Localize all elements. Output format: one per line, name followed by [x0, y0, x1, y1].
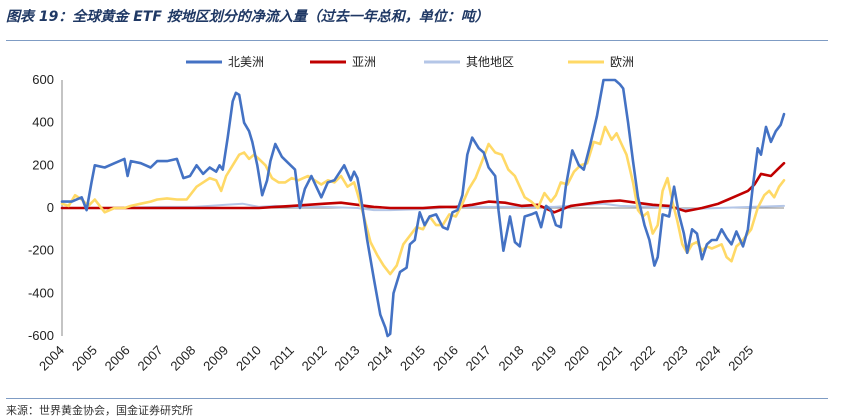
y-tick-labels: -600 -400 -200 0 200 400 600	[28, 72, 54, 343]
legend: 北美洲 亚洲 其他地区 欧洲	[186, 55, 634, 69]
x-tick-label: 2009	[200, 343, 231, 374]
source-note: 来源：世界黄金协会，国金证券研究所	[6, 404, 193, 417]
x-tick-label: 2023	[660, 343, 691, 374]
x-tick-label: 2019	[528, 343, 559, 374]
legend-label: 其他地区	[466, 55, 514, 69]
chart-title: 图表 19：全球黄金 ETF 按地区划分的净流入量（过去一年总和，单位：吨）	[6, 9, 489, 25]
legend-label: 亚洲	[352, 55, 376, 69]
series-line-0	[60, 78, 786, 338]
y-tick-label: 400	[32, 115, 54, 130]
x-tick-label: 2008	[167, 343, 198, 374]
y-tick-label: 600	[32, 72, 54, 87]
x-tick-label: 2006	[102, 343, 133, 374]
y-tick-label: -200	[28, 243, 54, 258]
x-tick-label: 2014	[364, 343, 395, 374]
y-tick-label: 200	[32, 157, 54, 172]
x-tick-label: 2010	[233, 343, 264, 374]
x-tick-label: 2016	[430, 343, 461, 374]
x-tick-label: 2013	[331, 343, 362, 374]
y-tick-label: -600	[28, 328, 54, 343]
x-tick-label: 2012	[299, 343, 330, 374]
x-tick-label: 2024	[692, 343, 723, 374]
x-tick-label: 2020	[561, 343, 592, 374]
x-tick-labels: 2004 2005 2006 2007 2008 2009 2010 2011 2012 2013…	[36, 343, 756, 374]
x-tick-label: 2007	[135, 343, 166, 374]
x-tick-label: 2005	[69, 343, 100, 374]
y-tick-label: 0	[47, 200, 54, 215]
x-tick-label: 2022	[627, 343, 658, 374]
series-line-1	[60, 161, 786, 214]
legend-label: 北美洲	[228, 55, 264, 69]
footer-divider	[6, 398, 828, 399]
title-divider	[6, 40, 828, 41]
x-tick-label: 2021	[594, 343, 625, 374]
x-tick-label: 2015	[397, 343, 428, 374]
x-tick-label: 2004	[36, 343, 67, 374]
legend-label: 欧洲	[610, 55, 634, 69]
x-tick-label: 2017	[463, 343, 494, 374]
y-tick-label: -400	[28, 285, 54, 300]
series-lines	[60, 78, 786, 338]
x-tick-label: 2011	[266, 343, 296, 373]
x-tick-label: 2025	[725, 343, 756, 374]
x-tick-label: 2018	[496, 343, 527, 374]
